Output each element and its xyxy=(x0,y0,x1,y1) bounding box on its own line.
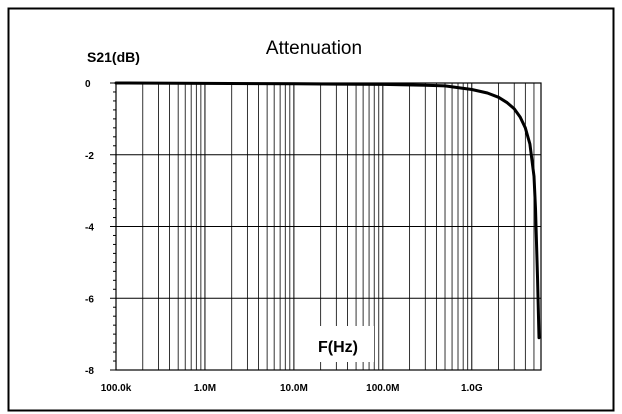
y-tick-label: -2 xyxy=(85,151,94,162)
y-tick-label: 0 xyxy=(85,79,91,90)
x-tick-label: 1.0G xyxy=(461,383,483,394)
grid xyxy=(115,82,542,371)
x-tick-label: 1.0M xyxy=(194,383,216,394)
y-axis: 0 -2 -4 -6 -8 xyxy=(85,79,116,377)
chart-title: Attenuation xyxy=(266,38,362,59)
y-tick-label: -6 xyxy=(85,294,94,305)
x-tick-label: 100.0M xyxy=(366,383,399,394)
series-line xyxy=(114,81,541,340)
y-axis-label: S21(dB) xyxy=(87,49,140,65)
y-tick-label: -8 xyxy=(85,366,94,377)
x-axis: 100.0k 1.0M 10.0M 100.0M 1.0G xyxy=(101,383,483,394)
x-tick-label: 10.0M xyxy=(280,383,308,394)
y-tick-label: -4 xyxy=(85,223,94,234)
x-tick-label: 100.0k xyxy=(101,383,132,394)
series-group xyxy=(114,81,541,340)
x-label-box xyxy=(302,326,374,362)
figure-border xyxy=(7,7,615,412)
x-axis-label: F(Hz) xyxy=(318,339,358,356)
